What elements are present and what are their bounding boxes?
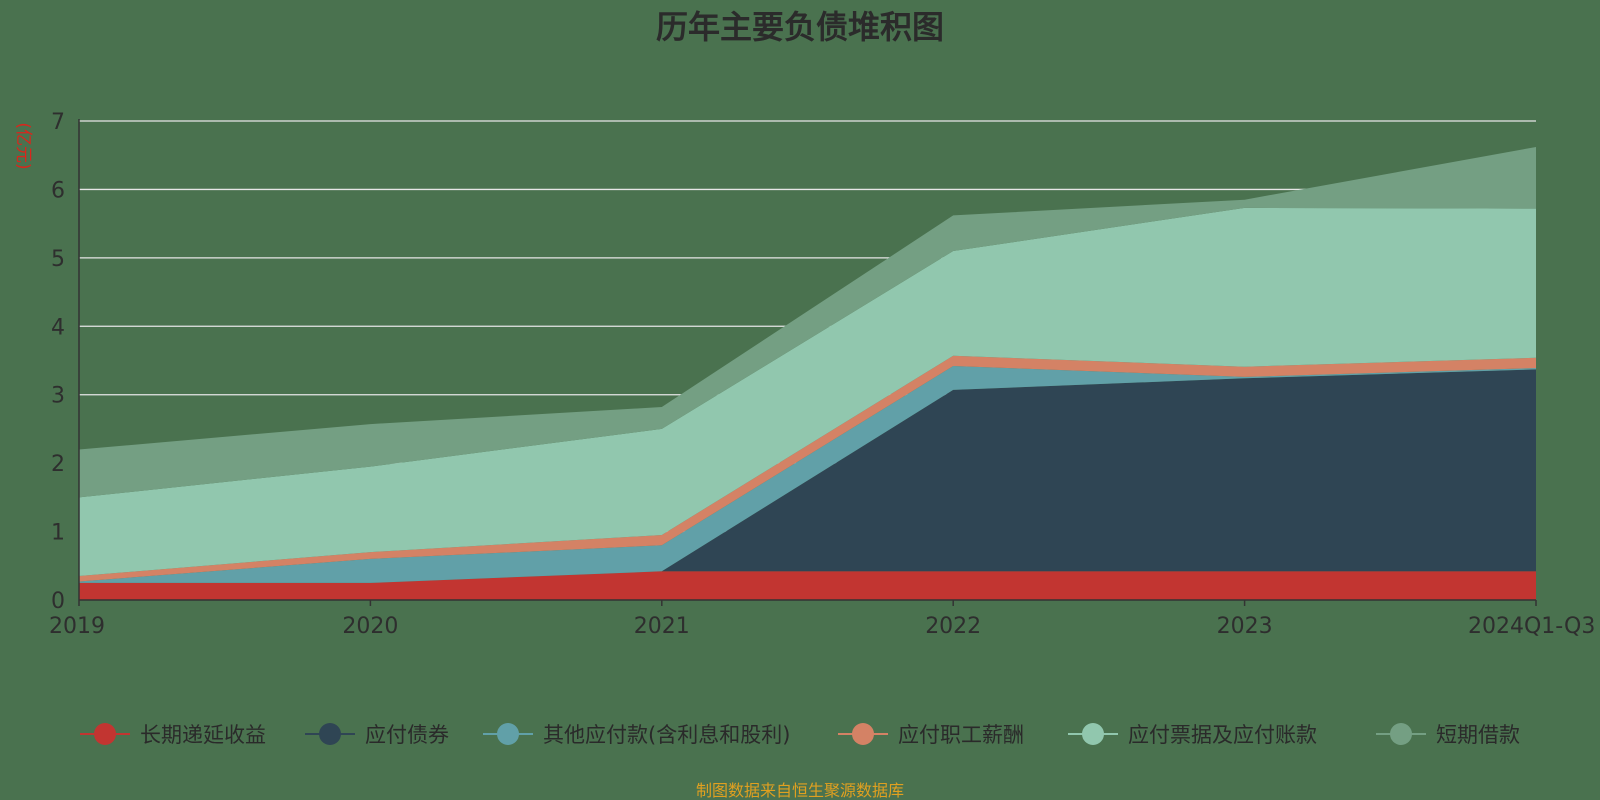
legend-item-3[interactable]: 应付职工薪酬 bbox=[838, 723, 1024, 747]
x-tick-label: 2021 bbox=[634, 614, 690, 639]
y-tick-label: 2 bbox=[51, 452, 65, 477]
legend-label: 应付职工薪酬 bbox=[898, 723, 1024, 747]
y-tick-label: 1 bbox=[51, 521, 65, 546]
y-tick-label: 7 bbox=[51, 110, 65, 135]
legend-label: 短期借款 bbox=[1436, 723, 1520, 747]
x-tick-label: 2019 bbox=[49, 614, 105, 639]
y-tick-label: 3 bbox=[51, 384, 65, 409]
legend-marker bbox=[319, 723, 341, 745]
y-tick-label: 0 bbox=[51, 589, 65, 614]
x-tick-label: 2023 bbox=[1217, 614, 1273, 639]
area-series-1 bbox=[79, 369, 1536, 583]
legend-label: 长期递延收益 bbox=[140, 723, 266, 747]
x-tick-label: 2020 bbox=[342, 614, 398, 639]
area-series-5 bbox=[79, 147, 1536, 498]
legend-item-2[interactable]: 其他应付款(含利息和股利) bbox=[483, 723, 790, 747]
x-tick-label: 2022 bbox=[925, 614, 981, 639]
legend-marker bbox=[1390, 723, 1412, 745]
legend[interactable]: 长期递延收益 应付债券 其他应付款(含利息和股利) 应付职工薪酬 应付票据及应付账款 短期… bbox=[80, 723, 1520, 747]
legend-item-4[interactable]: 应付票据及应付账款 bbox=[1068, 723, 1317, 747]
y-tick-label: 5 bbox=[51, 247, 65, 272]
legend-item-5[interactable]: 短期借款 bbox=[1376, 723, 1520, 747]
y-tick-label: 6 bbox=[51, 178, 65, 203]
area-series bbox=[79, 147, 1536, 600]
legend-item-1[interactable]: 应付债券 bbox=[305, 723, 449, 747]
legend-label: 应付债券 bbox=[365, 723, 449, 747]
source-note: 制图数据来自恒生聚源数据库 bbox=[696, 781, 904, 800]
legend-marker bbox=[852, 723, 874, 745]
legend-marker bbox=[497, 723, 519, 745]
area-series-0 bbox=[79, 571, 1536, 600]
legend-item-0[interactable]: 长期递延收益 bbox=[80, 723, 266, 747]
legend-marker bbox=[1082, 723, 1104, 745]
y-tick-label: 4 bbox=[51, 315, 65, 340]
axes: 0 1 2 3 4 5 6 7 2019 2020 2021 2022 2023 2024Q1-Q3 bbox=[49, 110, 1595, 639]
y-axis-unit: (亿元) bbox=[13, 122, 33, 169]
legend-label: 应付票据及应付账款 bbox=[1128, 723, 1317, 747]
area-series-4 bbox=[79, 207, 1536, 576]
legend-label: 其他应付款(含利息和股利) bbox=[543, 723, 790, 747]
chart-title: 历年主要负债堆积图 bbox=[656, 8, 944, 46]
x-tick-label: 2024Q1-Q3 bbox=[1468, 614, 1595, 639]
legend-marker bbox=[94, 723, 116, 745]
area-series-2 bbox=[79, 366, 1536, 583]
